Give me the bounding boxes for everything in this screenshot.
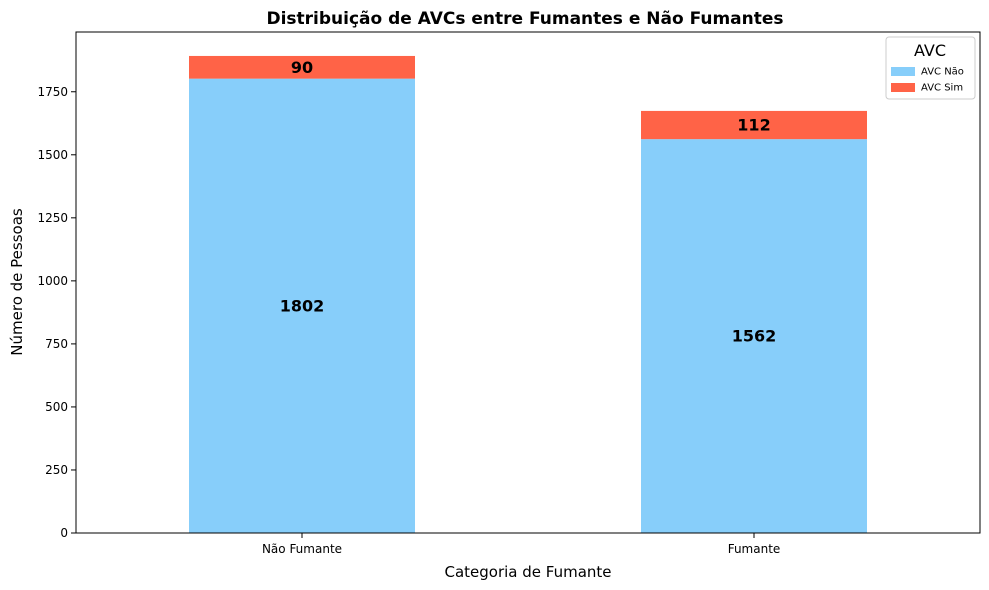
x-axis: Não Fumante Fumante: [262, 533, 780, 556]
y-tick-label: 1500: [37, 148, 68, 162]
x-tick-label: Fumante: [728, 542, 781, 556]
legend-entries: AVC Não AVC Sim: [891, 67, 964, 94]
x-tick-label: Não Fumante: [262, 542, 342, 556]
y-tick-label: 750: [45, 337, 68, 351]
legend-title: AVC: [914, 41, 946, 60]
y-tick-label: 1250: [37, 211, 68, 225]
plot-frame: [75, 31, 981, 534]
bar-avc-nao-0: [189, 78, 415, 534]
bar-avc-nao-1: [641, 139, 867, 533]
legend-label-avc-sim: AVC Sim: [921, 83, 963, 94]
legend-label-avc-nao: AVC Não: [921, 67, 964, 78]
data-label-avc-nao-0: 1802: [280, 296, 325, 315]
data-label-avc-sim-0: 90: [291, 58, 313, 77]
legend: AVC AVC Não AVC Sim: [885, 36, 976, 100]
data-label-avc-nao-1: 1562: [732, 327, 777, 346]
bars-layer: [189, 55, 867, 534]
x-axis-label: Categoria de Fumante: [444, 563, 611, 581]
y-tick-label: 500: [45, 400, 68, 414]
y-axis-label: Número de Pessoas: [8, 208, 26, 356]
bar-avc-sim-1: [641, 110, 867, 140]
bar-avc-sim-0: [189, 55, 415, 79]
chart-title: Distribuição de AVCs entre Fumantes e Nã…: [266, 9, 783, 29]
legend-swatch-avc-sim: [891, 83, 915, 92]
y-tick-label: 1750: [37, 85, 68, 99]
data-label-avc-sim-1: 112: [737, 116, 770, 135]
y-tick-label: 1000: [37, 274, 68, 288]
y-tick-label: 250: [45, 463, 68, 477]
legend-swatch-avc-nao: [891, 67, 915, 76]
y-axis: 0 250 500 750 1000 1250 1500 1750: [37, 85, 76, 540]
y-tick-label: 0: [60, 526, 68, 540]
data-labels-layer: 1802 90 1562 112: [280, 58, 777, 346]
